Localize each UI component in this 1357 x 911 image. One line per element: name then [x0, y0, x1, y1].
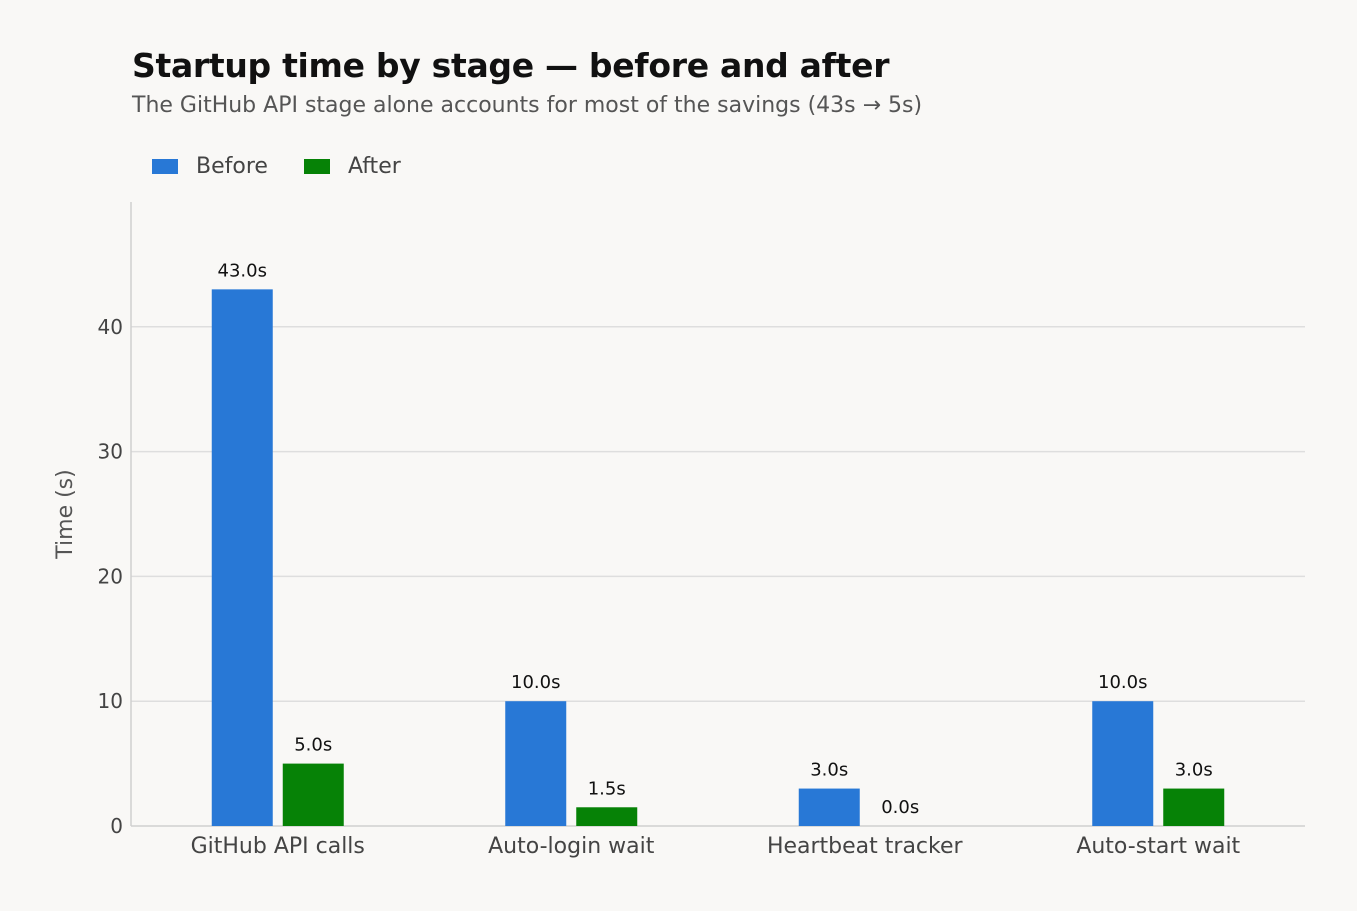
bar-before — [211, 289, 273, 826]
data-label: 3.0s — [1175, 760, 1213, 781]
data-label: 10.0s — [511, 672, 560, 693]
legend-swatch-after — [303, 159, 330, 174]
x-tick-label: Auto-start wait — [1076, 834, 1240, 859]
y-tick-label: 20 — [98, 564, 123, 588]
y-tick-label: 30 — [98, 440, 123, 464]
data-label: 43.0s — [218, 260, 267, 281]
y-tick-label: 10 — [98, 689, 123, 713]
x-tick-label: Auto-login wait — [488, 834, 655, 859]
bar-after — [282, 763, 344, 826]
legend-item-before: Before — [152, 154, 268, 179]
legend: Before After — [152, 154, 437, 179]
bar-after — [1163, 788, 1225, 826]
data-label: 3.0s — [810, 760, 848, 781]
y-tick-label: 0 — [110, 814, 123, 838]
legend-label-before: Before — [196, 154, 268, 179]
x-tick-label: Heartbeat tracker — [767, 834, 964, 859]
data-label: 0.0s — [881, 797, 919, 818]
chart-subtitle: The GitHub API stage alone accounts for … — [132, 93, 923, 118]
chart-title: Startup time by stage — before and after — [132, 46, 890, 85]
bar-before — [505, 701, 567, 826]
bar-after — [576, 807, 638, 826]
y-tick-label: 40 — [98, 315, 123, 339]
y-axis-title: Time (s) — [53, 469, 78, 559]
data-label: 1.5s — [588, 778, 626, 799]
data-label: 10.0s — [1098, 672, 1147, 693]
legend-swatch-before — [152, 159, 178, 174]
legend-item-after: After — [303, 154, 401, 179]
legend-label-after: After — [347, 154, 401, 179]
bar-before — [1092, 701, 1154, 826]
data-label: 5.0s — [294, 735, 332, 756]
bar-before — [798, 788, 860, 826]
x-tick-label: GitHub API calls — [191, 834, 365, 859]
